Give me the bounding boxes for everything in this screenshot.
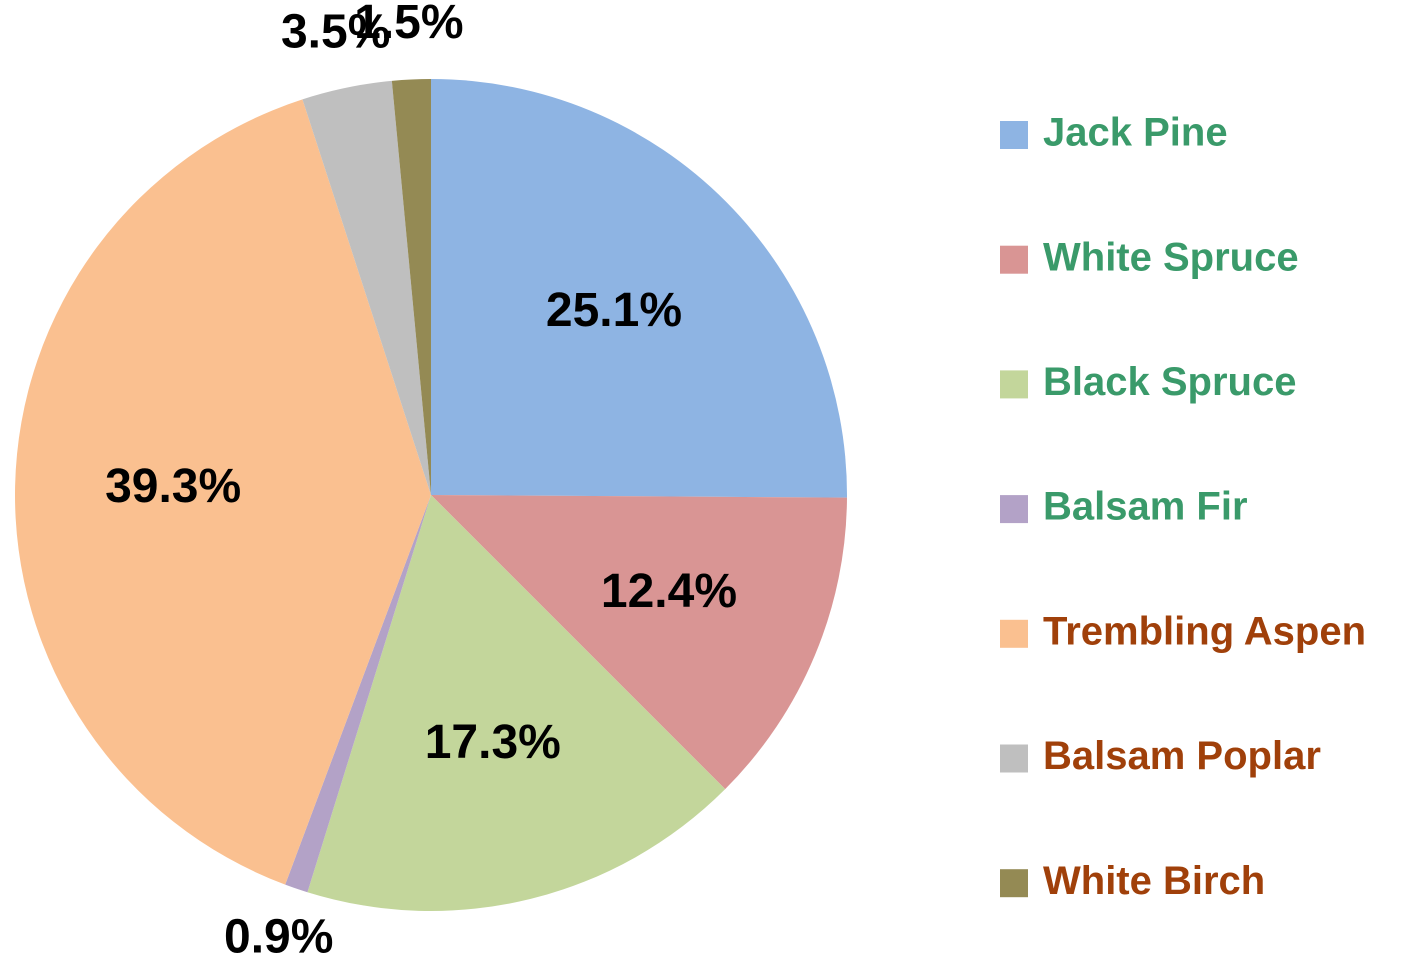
- pie-slice: [391, 79, 431, 495]
- data-label: 17.3%: [425, 716, 561, 769]
- data-label: 39.3%: [105, 460, 241, 513]
- data-label: 12.4%: [601, 565, 737, 618]
- pie-slice: [285, 495, 431, 893]
- legend-swatch: [1000, 744, 1028, 773]
- legend-swatch: [1000, 869, 1028, 898]
- pie-slice: [302, 80, 431, 495]
- legend-label: Balsam Poplar: [1043, 734, 1321, 778]
- legend-label: Balsam Fir: [1043, 485, 1248, 529]
- legend-swatch: [1000, 245, 1028, 274]
- legend-label: White Birch: [1043, 859, 1265, 903]
- pie-slice: [431, 495, 847, 790]
- legend-swatch: [1000, 121, 1028, 149]
- data-label: 1.5%: [354, 0, 463, 49]
- legend-label: Trembling Aspen: [1043, 609, 1366, 653]
- legend-label: Jack Pine: [1043, 111, 1228, 155]
- data-label: 0.9%: [224, 910, 333, 960]
- pie-slice: [14, 99, 431, 885]
- pie-slice: [431, 79, 847, 498]
- legend-swatch: [1000, 619, 1028, 648]
- legend-swatch: [1000, 495, 1028, 524]
- legend-swatch: [1000, 370, 1028, 399]
- legend-label: Black Spruce: [1043, 360, 1296, 404]
- data-label: 25.1%: [546, 284, 682, 337]
- legend-label: White Spruce: [1043, 235, 1299, 279]
- pie-slice: [307, 495, 726, 911]
- data-label: 3.5%: [281, 5, 390, 58]
